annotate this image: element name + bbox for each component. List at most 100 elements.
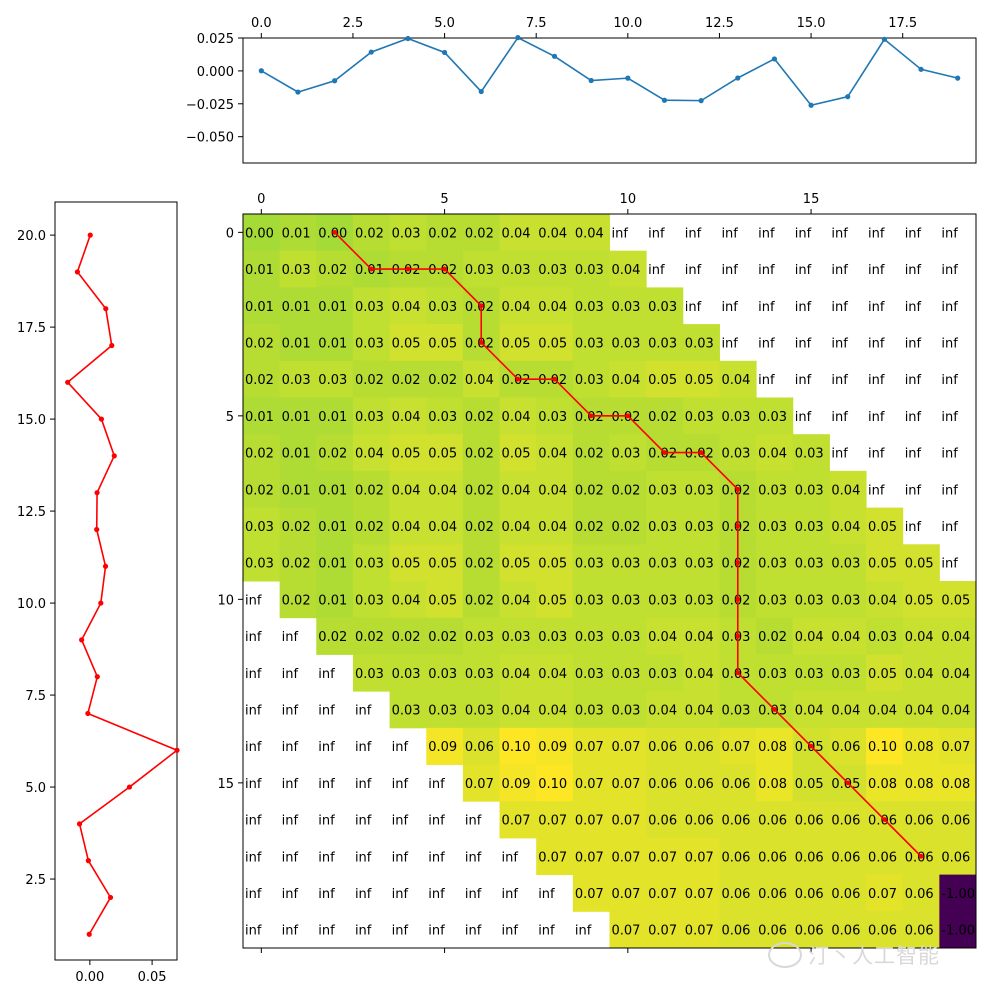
heatmap-cell	[939, 874, 977, 912]
heatmap-cell	[829, 470, 867, 509]
heatmap-cell	[243, 507, 281, 545]
heatmap-cell-label: 0.07	[575, 850, 604, 865]
heatmap-cell-label: inf	[282, 924, 299, 939]
heatmap-cell	[572, 691, 610, 729]
heatmap-cell-label: 0.09	[428, 740, 457, 755]
heatmap-cell-label: 0.09	[538, 740, 567, 755]
heatmap-cell-label: 0.03	[685, 410, 714, 425]
heatmap-cell	[462, 470, 501, 509]
heatmap-cell	[352, 581, 391, 619]
heatmap-cell-label: inf	[831, 447, 848, 462]
heatmap-cell-label: 0.04	[575, 226, 604, 241]
heatmap-cell	[572, 727, 610, 765]
heatmap-cell-label: 0.00	[245, 226, 274, 241]
warping-path-point	[735, 486, 741, 492]
heatmap-cell	[572, 434, 610, 472]
heatmap-cell-label: inf	[282, 703, 299, 718]
heatmap-cell-label: 0.03	[355, 593, 384, 608]
heatmap-cell	[316, 397, 354, 435]
heatmap-cell	[316, 507, 354, 545]
heatmap-cell	[682, 801, 720, 839]
heatmap-cell-label: 0.03	[538, 630, 567, 645]
heatmap-cell	[279, 287, 317, 325]
heatmap-cell-label: 0.08	[868, 777, 897, 792]
heatmap-cell-label: 0.03	[831, 557, 860, 572]
heatmap-cell	[719, 764, 757, 802]
heatmap-cell-label: 0.03	[245, 557, 274, 572]
heatmap-cell	[792, 874, 830, 912]
heatmap-cell-label: 0.06	[758, 887, 787, 902]
top-series-point	[368, 49, 374, 55]
heatmap-cell-label: inf	[941, 226, 958, 241]
heatmap-cell	[829, 617, 867, 655]
heatmap-cell-label: 0.10	[502, 740, 531, 755]
heatmap-cell-label: 0.03	[612, 667, 641, 682]
heatmap-cell	[352, 324, 391, 362]
heatmap-cell-label: 0.06	[721, 924, 750, 939]
heatmap-cell-label: 0.06	[795, 887, 824, 902]
heatmap-cell	[316, 581, 354, 619]
heatmap-cell	[279, 470, 317, 509]
heatmap-cell-label: inf	[245, 630, 262, 645]
heatmap-cell	[572, 360, 610, 398]
heatmap-cell	[609, 287, 647, 325]
heatmap-cell	[756, 654, 794, 692]
heatmap-cell	[939, 617, 977, 655]
heatmap-cell	[609, 470, 647, 509]
heatmap-cell-label: inf	[795, 410, 812, 425]
left-series-point	[103, 306, 109, 312]
heatmap-cell-label: inf	[282, 850, 299, 865]
top-series-point	[625, 75, 631, 81]
heatmap-cell-label: 0.08	[758, 740, 787, 755]
heatmap-cell-label: inf	[245, 924, 262, 939]
warping-path-point	[588, 413, 594, 419]
heatmap-cell-label: -1.00	[941, 924, 975, 939]
heatmap-cell-label: 0.07	[575, 887, 604, 902]
left-series-point	[94, 490, 100, 496]
heatmap-cell	[609, 617, 647, 655]
heatmap-cell-label: inf	[941, 300, 958, 315]
heatmap-cell-label: 0.04	[538, 667, 567, 682]
heatmap-cell	[462, 691, 501, 729]
heatmap-cell-label: 0.04	[941, 703, 970, 718]
heatmap-cell	[792, 581, 830, 619]
heatmap-cell	[279, 360, 317, 398]
top-series-point	[258, 68, 264, 74]
heatmap-cell-label: 0.07	[685, 924, 714, 939]
heatmap-cell-label: 0.03	[758, 520, 787, 535]
heatmap-cell	[426, 544, 464, 582]
heatmap-cell-label: 0.04	[428, 520, 457, 535]
heatmap-cell-label: 0.01	[318, 483, 347, 498]
heatmap-cell-label: 0.01	[282, 410, 311, 425]
heatmap-cell	[352, 654, 391, 692]
heatmap-cell-label: inf	[868, 373, 885, 388]
heatmap-cell-label: 0.03	[612, 557, 641, 572]
heatmap-cell	[609, 764, 647, 802]
heatmap-cell-label: 0.04	[502, 410, 531, 425]
heatmap-cell-label: inf	[245, 740, 262, 755]
heatmap-cell	[426, 434, 464, 472]
heatmap-cell	[609, 544, 647, 582]
heatmap-cell-label: inf	[318, 887, 335, 902]
heatmap-cell	[352, 214, 391, 252]
heatmap-cell	[829, 727, 867, 765]
heatmap-cell	[389, 544, 427, 582]
heatmap-cell-label: 0.04	[392, 410, 421, 425]
heatmap-cell	[243, 214, 281, 252]
heatmap-cell	[902, 654, 940, 692]
heatmap-cell-label: 0.04	[502, 667, 531, 682]
heatmap-cell-label: inf	[941, 410, 958, 425]
left-plot-frame	[54, 201, 178, 961]
heatmap-cell-label: inf	[612, 226, 629, 241]
heatmap-cell	[279, 250, 317, 288]
left-y-tick-label: 7.5	[25, 689, 46, 704]
top-series-point	[735, 75, 741, 81]
heatmap-cell	[646, 507, 684, 545]
heatmap-cell-label: 0.02	[282, 520, 311, 535]
heatmap-cell	[352, 470, 391, 509]
heatmap-cell-label: 0.03	[538, 263, 567, 278]
wechat-icon	[768, 942, 802, 968]
heatmap-cell	[536, 581, 574, 619]
heatmap-cell-label: 0.07	[612, 740, 641, 755]
heatmap-cell	[646, 397, 684, 435]
